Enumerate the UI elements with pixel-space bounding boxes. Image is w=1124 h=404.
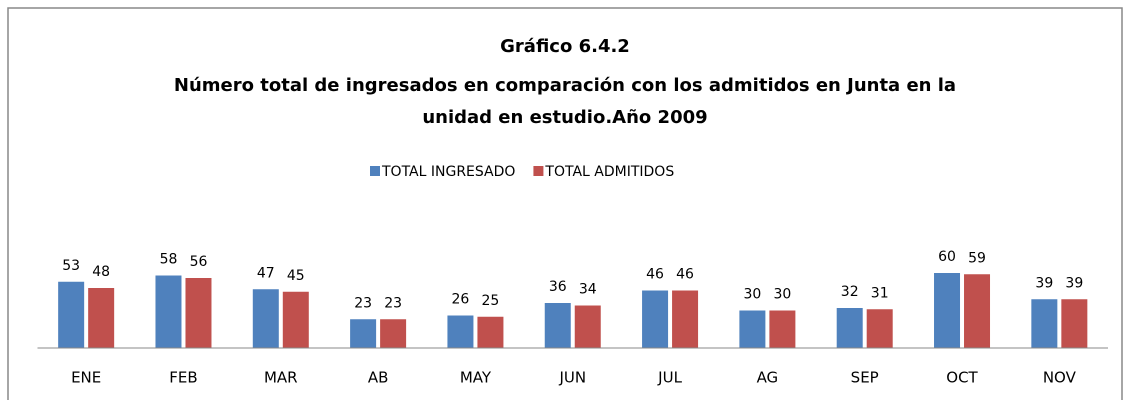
legend-label: TOTAL INGRESADO: [381, 164, 515, 180]
chart-title: Gráfico 6.4.2: [500, 36, 630, 57]
value-label: 48: [92, 264, 110, 280]
bar: [739, 310, 766, 348]
value-label: 46: [676, 267, 694, 283]
bar: [282, 291, 309, 348]
bar: [350, 319, 377, 348]
bar: [155, 275, 182, 348]
bar: [477, 316, 504, 348]
value-label: 59: [968, 250, 986, 266]
bar: [574, 305, 601, 348]
bar: [58, 281, 85, 348]
value-label: 26: [452, 292, 470, 308]
legend-swatch: [533, 166, 544, 176]
chart-subtitle: Número total de ingresados en comparació…: [174, 75, 956, 96]
value-label: 23: [384, 295, 402, 311]
x-tick-label: FEB: [169, 369, 197, 387]
bar: [934, 273, 961, 348]
value-label: 30: [773, 287, 791, 303]
legend-label: TOTAL ADMITIDOS: [544, 164, 674, 180]
value-label: 39: [1035, 275, 1053, 291]
x-tick-label: ENE: [71, 369, 101, 387]
value-label: 47: [257, 265, 275, 281]
bar: [672, 290, 699, 348]
chart-subtitle: unidad en estudio.Año 2009: [422, 107, 707, 128]
value-label: 58: [160, 252, 178, 268]
value-label: 53: [62, 258, 80, 274]
value-label: 36: [549, 279, 567, 295]
value-label: 34: [579, 282, 597, 298]
value-label: 25: [482, 293, 500, 309]
bar: [866, 309, 893, 348]
bar: [769, 310, 796, 348]
bar: [88, 288, 115, 348]
value-label: 46: [646, 267, 664, 283]
bar: [185, 278, 212, 348]
value-label: 31: [871, 285, 889, 301]
value-label: 56: [190, 254, 208, 270]
bar: [544, 303, 571, 348]
value-label: 45: [287, 268, 305, 284]
x-tick-label: OCT: [946, 369, 978, 387]
x-tick-label: AB: [368, 369, 389, 387]
x-tick-label: AG: [757, 369, 779, 387]
value-label: 60: [938, 249, 956, 265]
bar: [1061, 299, 1088, 348]
chart-border: [7, 7, 1123, 400]
bar: [252, 289, 279, 348]
bar: [380, 319, 407, 348]
x-tick-label: JUL: [657, 369, 682, 387]
value-label: 23: [354, 295, 372, 311]
value-label: 32: [841, 284, 859, 300]
x-tick-label: MAR: [264, 369, 298, 387]
bar: [642, 290, 669, 348]
x-tick-label: SEP: [851, 369, 879, 387]
value-label: 30: [743, 287, 761, 303]
legend-swatch: [370, 166, 380, 176]
bar: [836, 308, 863, 348]
x-tick-label: NOV: [1043, 369, 1077, 387]
bar: [964, 274, 991, 348]
bar: [447, 315, 474, 348]
x-tick-label: JUN: [558, 369, 586, 387]
x-tick-label: MAY: [460, 369, 492, 387]
bar: [1031, 299, 1058, 348]
value-label: 39: [1065, 275, 1083, 291]
